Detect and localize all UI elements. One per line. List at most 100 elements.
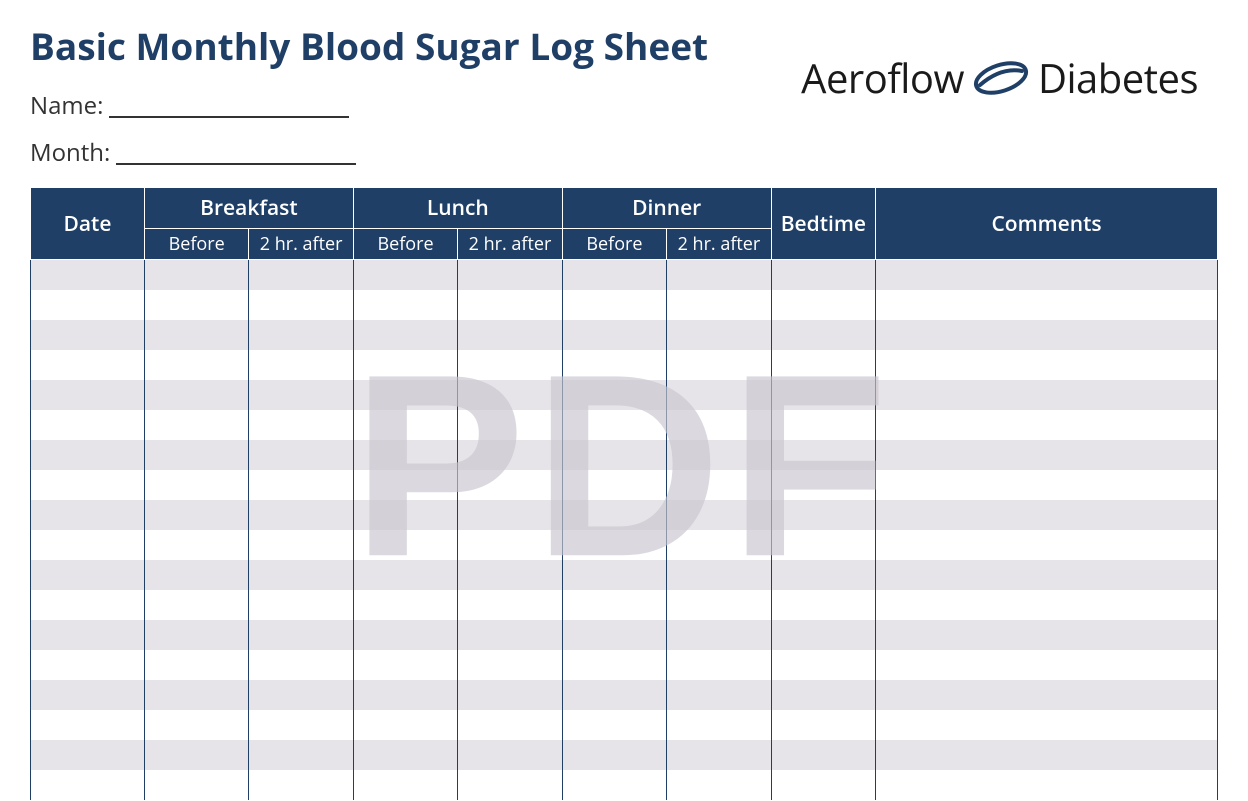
table-cell[interactable]	[353, 350, 457, 380]
table-cell[interactable]	[353, 320, 457, 350]
table-cell[interactable]	[458, 590, 562, 620]
table-cell[interactable]	[667, 290, 771, 320]
table-cell[interactable]	[771, 710, 875, 740]
table-cell[interactable]	[144, 260, 248, 290]
table-cell[interactable]	[771, 260, 875, 290]
table-cell[interactable]	[876, 740, 1218, 770]
table-cell[interactable]	[667, 440, 771, 470]
table-cell[interactable]	[144, 620, 248, 650]
table-cell[interactable]	[144, 320, 248, 350]
table-cell[interactable]	[771, 650, 875, 680]
table-cell[interactable]	[353, 770, 457, 800]
table-cell[interactable]	[458, 260, 562, 290]
table-cell[interactable]	[876, 470, 1218, 500]
table-cell[interactable]	[31, 560, 145, 590]
table-cell[interactable]	[353, 380, 457, 410]
table-cell[interactable]	[353, 440, 457, 470]
table-cell[interactable]	[771, 620, 875, 650]
table-cell[interactable]	[249, 560, 353, 590]
table-cell[interactable]	[667, 260, 771, 290]
table-cell[interactable]	[667, 530, 771, 560]
table-cell[interactable]	[249, 320, 353, 350]
table-cell[interactable]	[458, 440, 562, 470]
table-cell[interactable]	[562, 620, 666, 650]
table-cell[interactable]	[144, 380, 248, 410]
table-cell[interactable]	[249, 740, 353, 770]
table-cell[interactable]	[562, 650, 666, 680]
table-cell[interactable]	[458, 770, 562, 800]
table-cell[interactable]	[458, 470, 562, 500]
table-cell[interactable]	[144, 290, 248, 320]
table-cell[interactable]	[876, 440, 1218, 470]
table-cell[interactable]	[144, 680, 248, 710]
table-cell[interactable]	[249, 680, 353, 710]
table-cell[interactable]	[667, 710, 771, 740]
table-cell[interactable]	[876, 290, 1218, 320]
table-cell[interactable]	[562, 560, 666, 590]
table-cell[interactable]	[562, 710, 666, 740]
table-cell[interactable]	[458, 530, 562, 560]
table-cell[interactable]	[667, 470, 771, 500]
table-cell[interactable]	[771, 500, 875, 530]
table-cell[interactable]	[31, 620, 145, 650]
table-cell[interactable]	[353, 710, 457, 740]
table-cell[interactable]	[876, 350, 1218, 380]
table-cell[interactable]	[876, 380, 1218, 410]
table-cell[interactable]	[353, 650, 457, 680]
table-cell[interactable]	[458, 500, 562, 530]
table-cell[interactable]	[144, 740, 248, 770]
table-cell[interactable]	[249, 440, 353, 470]
table-cell[interactable]	[144, 410, 248, 440]
month-input-line[interactable]	[116, 163, 356, 165]
table-cell[interactable]	[771, 530, 875, 560]
table-cell[interactable]	[458, 680, 562, 710]
table-cell[interactable]	[562, 680, 666, 710]
table-cell[interactable]	[667, 560, 771, 590]
table-cell[interactable]	[144, 470, 248, 500]
table-cell[interactable]	[31, 470, 145, 500]
name-input-line[interactable]	[109, 116, 349, 118]
table-cell[interactable]	[458, 740, 562, 770]
table-cell[interactable]	[31, 530, 145, 560]
table-cell[interactable]	[31, 680, 145, 710]
table-cell[interactable]	[144, 530, 248, 560]
table-cell[interactable]	[562, 290, 666, 320]
table-cell[interactable]	[667, 740, 771, 770]
table-cell[interactable]	[562, 590, 666, 620]
table-cell[interactable]	[667, 350, 771, 380]
table-cell[interactable]	[458, 560, 562, 590]
table-cell[interactable]	[771, 380, 875, 410]
table-cell[interactable]	[249, 260, 353, 290]
table-cell[interactable]	[353, 530, 457, 560]
table-cell[interactable]	[249, 500, 353, 530]
table-cell[interactable]	[771, 320, 875, 350]
table-cell[interactable]	[771, 740, 875, 770]
table-cell[interactable]	[458, 320, 562, 350]
table-cell[interactable]	[249, 530, 353, 560]
table-cell[interactable]	[31, 770, 145, 800]
table-cell[interactable]	[458, 620, 562, 650]
table-cell[interactable]	[353, 470, 457, 500]
table-cell[interactable]	[353, 410, 457, 440]
table-cell[interactable]	[562, 470, 666, 500]
table-cell[interactable]	[31, 440, 145, 470]
table-cell[interactable]	[562, 320, 666, 350]
table-cell[interactable]	[562, 410, 666, 440]
table-cell[interactable]	[249, 620, 353, 650]
table-cell[interactable]	[353, 680, 457, 710]
table-cell[interactable]	[249, 350, 353, 380]
table-cell[interactable]	[31, 260, 145, 290]
table-cell[interactable]	[771, 680, 875, 710]
table-cell[interactable]	[667, 380, 771, 410]
table-cell[interactable]	[667, 500, 771, 530]
table-cell[interactable]	[31, 410, 145, 440]
table-cell[interactable]	[876, 410, 1218, 440]
table-cell[interactable]	[771, 350, 875, 380]
table-cell[interactable]	[667, 680, 771, 710]
table-cell[interactable]	[353, 260, 457, 290]
table-cell[interactable]	[31, 500, 145, 530]
table-cell[interactable]	[144, 560, 248, 590]
table-cell[interactable]	[458, 650, 562, 680]
table-cell[interactable]	[353, 590, 457, 620]
table-cell[interactable]	[31, 350, 145, 380]
